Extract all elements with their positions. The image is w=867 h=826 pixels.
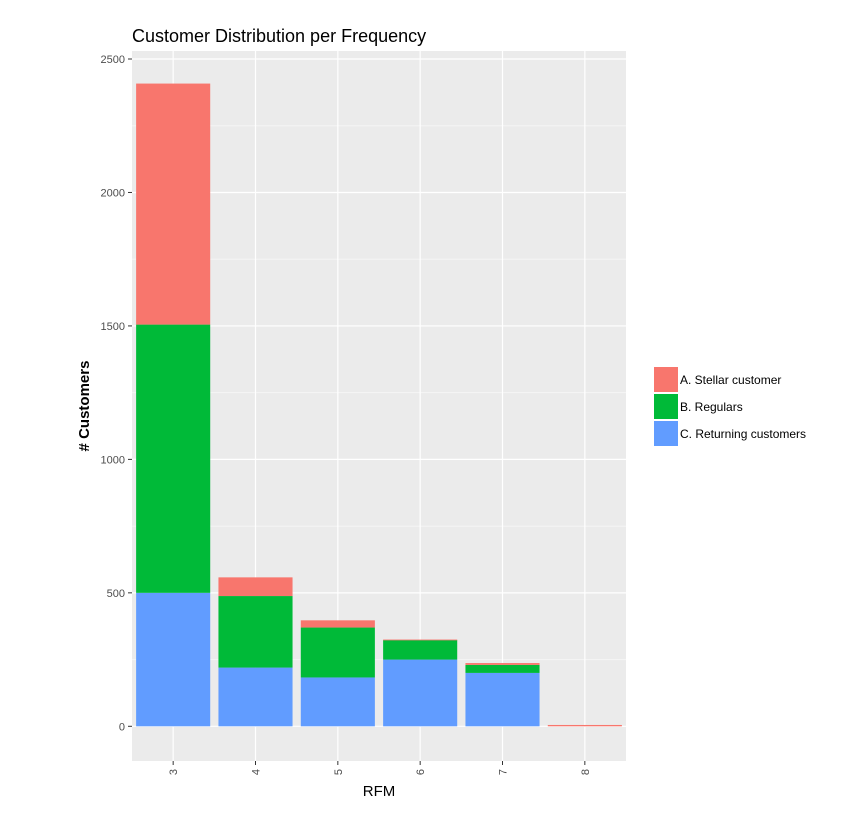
y-tick-label: 0 <box>119 721 125 733</box>
legend-key <box>654 367 678 392</box>
bar-segment <box>218 667 293 727</box>
chart-title: Customer Distribution per Frequency <box>132 26 426 46</box>
bar-segment <box>383 639 458 641</box>
bar-segment <box>218 577 293 597</box>
bar-segment <box>218 596 293 668</box>
bar-segment <box>465 664 540 673</box>
x-tick-label: 5 <box>333 769 345 775</box>
x-axis: 3 4 5 6 7 8 <box>168 761 592 775</box>
legend-label: A. Stellar customer <box>680 373 781 387</box>
x-tick-label: 6 <box>415 769 427 775</box>
bars <box>136 83 622 727</box>
bar-segment <box>383 659 458 727</box>
legend-key <box>654 394 678 419</box>
x-axis-title: RFM <box>363 783 396 800</box>
x-tick-label: 3 <box>168 769 180 775</box>
legend-label: B. Regulars <box>680 400 743 414</box>
legend-label: C. Returning customers <box>680 427 806 441</box>
grid-minor <box>132 125 626 661</box>
y-axis: 0 500 1000 1500 2000 2500 <box>101 54 132 733</box>
bar-segment <box>465 672 540 727</box>
y-tick-label: 500 <box>107 588 125 600</box>
bar-segment <box>547 724 622 727</box>
y-tick-label: 2500 <box>101 54 125 66</box>
bar-segment <box>383 640 458 660</box>
y-tick-label: 1000 <box>101 454 125 466</box>
plot-background <box>132 51 626 761</box>
bar-segment <box>136 592 211 727</box>
y-axis-title: # Customers <box>76 361 93 452</box>
bar-segment <box>465 663 540 665</box>
grid-major <box>132 51 626 761</box>
bar-segment <box>136 324 211 593</box>
y-tick-label: 1500 <box>101 321 125 333</box>
y-tick-label: 2000 <box>101 187 125 199</box>
x-tick-label: 4 <box>251 769 263 775</box>
legend-key <box>654 421 678 446</box>
bar-segment <box>300 677 375 727</box>
bar-segment <box>300 620 375 628</box>
legend: A. Stellar customer B. Regulars C. Returni… <box>654 367 806 446</box>
bar-segment <box>136 83 211 325</box>
x-tick-label: 7 <box>498 769 510 775</box>
x-tick-label: 8 <box>580 769 592 775</box>
bar-segment <box>300 627 375 678</box>
